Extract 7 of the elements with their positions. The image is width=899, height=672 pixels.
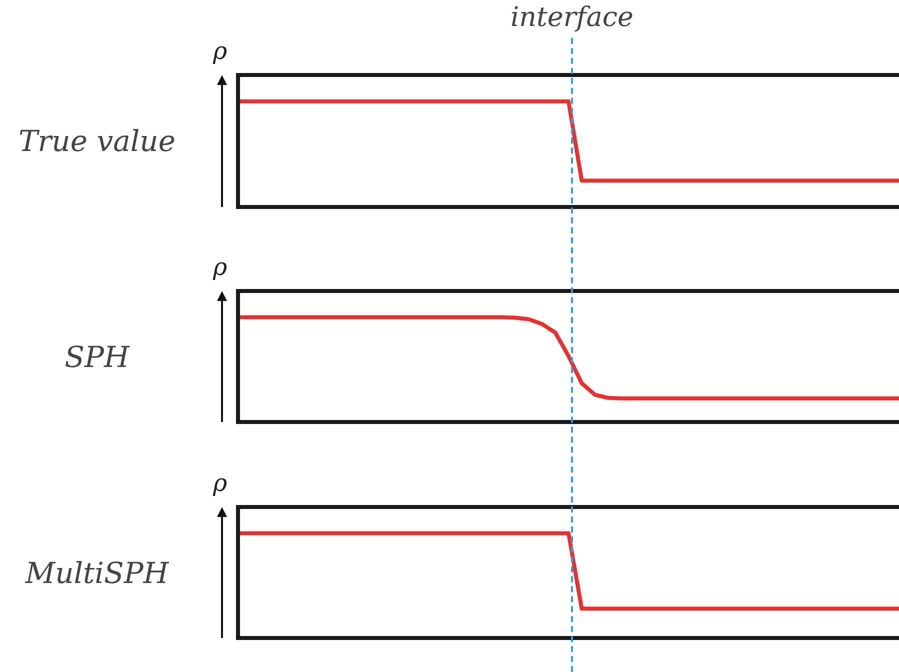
y-axis-title: ρ	[212, 253, 228, 281]
text: interface	[510, 2, 634, 33]
text: True value	[18, 124, 176, 158]
text: MultiSPH	[25, 556, 169, 590]
y-axis-title: ρ	[212, 37, 228, 65]
text: SPH	[64, 340, 130, 374]
y-axis-title: ρ	[212, 469, 228, 497]
